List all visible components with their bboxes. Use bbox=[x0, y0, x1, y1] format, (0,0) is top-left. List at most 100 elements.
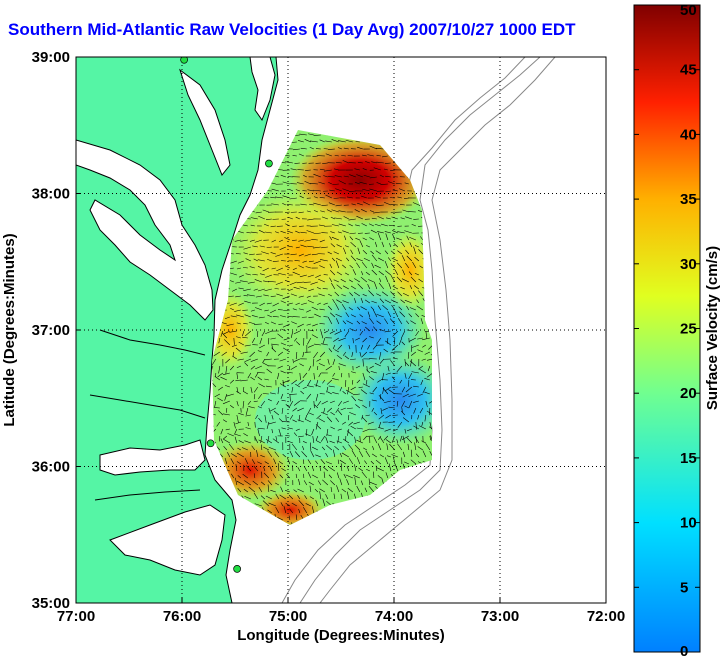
velocity-vector bbox=[401, 241, 406, 248]
velocity-vector bbox=[392, 233, 396, 241]
velocity-vector bbox=[277, 333, 284, 339]
velocity-vector bbox=[318, 418, 326, 423]
velocity-vector bbox=[394, 463, 399, 472]
velocity-vector bbox=[321, 246, 328, 249]
velocity-vector bbox=[347, 414, 350, 421]
velocity-vector bbox=[295, 302, 300, 306]
velocity-vector bbox=[348, 218, 356, 221]
velocity-vector bbox=[348, 344, 351, 350]
velocity-vector bbox=[354, 168, 360, 171]
velocity-vector bbox=[409, 236, 416, 241]
velocity-vector bbox=[314, 313, 321, 318]
velocity-vector bbox=[409, 307, 416, 311]
velocity-vector bbox=[304, 239, 311, 242]
velocity-vector bbox=[257, 376, 263, 381]
velocity-vector bbox=[410, 344, 413, 352]
velocity-vector bbox=[246, 465, 252, 472]
velocity-vector bbox=[369, 481, 377, 486]
velocity-vector bbox=[367, 421, 374, 425]
velocity-vector bbox=[298, 508, 301, 514]
velocity-vector bbox=[297, 419, 304, 423]
velocity-vector bbox=[236, 267, 241, 270]
velocity-vector bbox=[288, 188, 293, 192]
velocity-vector bbox=[294, 259, 300, 262]
velocity-vector bbox=[384, 231, 391, 234]
velocity-vector bbox=[229, 260, 237, 264]
velocity-vector bbox=[327, 316, 333, 325]
velocity-vector bbox=[362, 201, 370, 206]
velocity-vector bbox=[331, 236, 339, 241]
velocity-vector bbox=[213, 407, 220, 409]
velocity-vector bbox=[278, 418, 284, 423]
velocity-vector bbox=[346, 491, 350, 500]
velocity-vector bbox=[335, 161, 342, 164]
velocity-vector bbox=[415, 313, 420, 318]
velocity-vector bbox=[356, 439, 363, 444]
velocity-vector bbox=[214, 400, 217, 408]
velocity-vector bbox=[336, 244, 342, 248]
velocity-vector bbox=[342, 230, 349, 234]
velocity-vector bbox=[321, 204, 328, 206]
velocity-vector bbox=[343, 473, 347, 479]
velocity-vector bbox=[327, 148, 335, 150]
velocity-vector bbox=[221, 332, 228, 339]
velocity-vector bbox=[249, 266, 255, 269]
velocity-vector bbox=[337, 140, 346, 143]
velocity-vector bbox=[414, 272, 419, 276]
velocity-vector bbox=[371, 161, 377, 164]
velocity-vector bbox=[319, 351, 326, 358]
velocity-vector bbox=[391, 257, 398, 262]
velocity-vector bbox=[385, 472, 389, 479]
velocity-vector bbox=[346, 479, 350, 486]
x-tick-label: 75:00 bbox=[269, 608, 307, 625]
velocity-vector bbox=[317, 302, 321, 305]
velocity-vector bbox=[233, 337, 235, 345]
velocity-vector bbox=[236, 322, 241, 325]
velocity-vector bbox=[224, 339, 231, 346]
velocity-vector bbox=[404, 372, 407, 379]
velocity-vector bbox=[399, 311, 406, 318]
velocity-vector bbox=[280, 342, 286, 346]
velocity-vector bbox=[308, 365, 312, 371]
velocity-vector bbox=[355, 365, 360, 369]
velocity-vector bbox=[266, 246, 272, 249]
velocity-vector bbox=[339, 459, 347, 465]
velocity-vector bbox=[306, 393, 312, 400]
velocity-vector bbox=[336, 299, 343, 304]
velocity-vector bbox=[295, 216, 300, 220]
velocity-vector bbox=[262, 358, 266, 363]
velocity-vector bbox=[321, 343, 328, 346]
velocity-vector bbox=[235, 464, 238, 472]
velocity-vector bbox=[335, 407, 340, 413]
velocity-vector bbox=[392, 189, 398, 192]
river-1 bbox=[99, 329, 206, 356]
velocity-vector bbox=[286, 473, 291, 479]
velocity-vector bbox=[246, 232, 251, 234]
velocity-vector bbox=[314, 404, 319, 409]
velocity-vector bbox=[279, 383, 287, 388]
velocity-vector bbox=[329, 440, 335, 444]
velocity-vector bbox=[361, 271, 364, 276]
velocity-vector bbox=[360, 306, 368, 311]
velocity-vector bbox=[333, 168, 339, 171]
velocity-vector bbox=[344, 330, 350, 338]
velocity-vector bbox=[277, 351, 284, 356]
velocity-vector bbox=[337, 400, 343, 407]
velocity-vector bbox=[295, 514, 298, 521]
velocity-vector bbox=[354, 182, 360, 185]
velocity-vector bbox=[354, 436, 357, 444]
velocity-vector bbox=[271, 267, 276, 270]
velocity-vector bbox=[329, 330, 335, 334]
velocity-vector bbox=[405, 216, 412, 220]
velocity-vector bbox=[359, 314, 364, 318]
velocity-vector bbox=[417, 349, 423, 353]
velocity-vector bbox=[253, 386, 259, 393]
velocity-vector bbox=[376, 204, 384, 207]
velocity-vector bbox=[254, 279, 262, 283]
velocity-vector bbox=[285, 490, 290, 493]
velocity-vector bbox=[328, 466, 336, 472]
velocity-vector bbox=[293, 400, 301, 406]
velocity-vector bbox=[251, 445, 256, 451]
velocity-vector bbox=[282, 202, 286, 206]
velocity-vector bbox=[235, 379, 241, 382]
